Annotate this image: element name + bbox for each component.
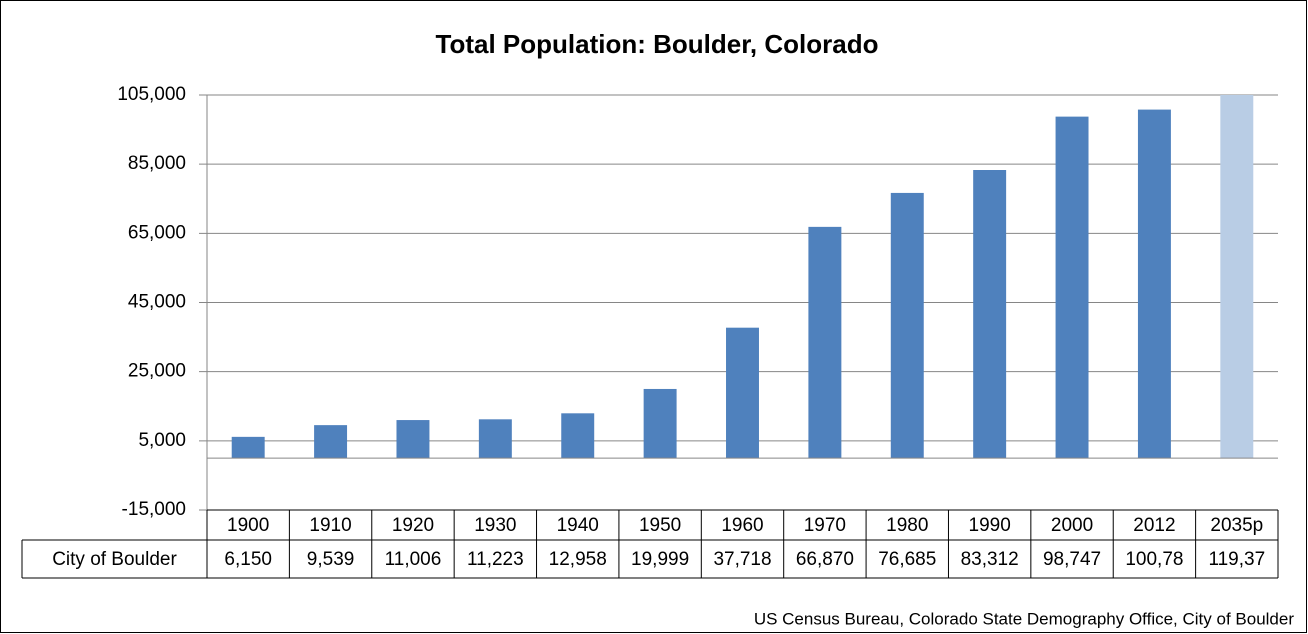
y-tick-label: -15,000 bbox=[122, 499, 186, 520]
table-value: 37,718 bbox=[713, 549, 771, 570]
x-tick-label: 2012 bbox=[1133, 515, 1175, 536]
bar bbox=[1137, 109, 1171, 459]
x-tick-label: 1990 bbox=[969, 515, 1011, 536]
x-tick-label: 1970 bbox=[804, 515, 846, 536]
x-tick-label: 1930 bbox=[474, 515, 516, 536]
table-value: 11,223 bbox=[467, 549, 524, 570]
y-tick-label: 25,000 bbox=[128, 361, 186, 382]
table-value: 76,685 bbox=[878, 549, 936, 570]
table-value: 9,539 bbox=[307, 549, 355, 570]
x-tick-label: 1910 bbox=[309, 515, 351, 536]
bar bbox=[973, 170, 1007, 459]
table-value: 119,37 bbox=[1208, 549, 1265, 570]
table-value: 12,958 bbox=[549, 549, 607, 570]
x-tick-label: 1920 bbox=[392, 515, 434, 536]
bar bbox=[643, 388, 677, 459]
x-tick-label: 2000 bbox=[1051, 515, 1093, 536]
table-value: 66,870 bbox=[796, 549, 854, 570]
table-value: 19,999 bbox=[631, 549, 689, 570]
y-tick-label: 85,000 bbox=[128, 153, 186, 174]
chart-title: Total Population: Boulder, Colorado bbox=[436, 29, 879, 59]
table-value: 6,150 bbox=[224, 549, 272, 570]
bar bbox=[231, 436, 265, 459]
table-value: 83,312 bbox=[961, 549, 1019, 570]
x-tick-label: 1950 bbox=[639, 515, 681, 536]
legend-label: City of Boulder bbox=[52, 549, 177, 570]
bar bbox=[890, 192, 924, 459]
bar bbox=[314, 425, 348, 459]
plot-area bbox=[231, 95, 1254, 459]
table-value: 98,747 bbox=[1043, 549, 1101, 570]
bar bbox=[561, 413, 595, 459]
table-value: 11,006 bbox=[385, 549, 442, 570]
bar bbox=[478, 419, 512, 459]
y-tick-label: 45,000 bbox=[128, 292, 186, 313]
bar bbox=[726, 327, 759, 459]
table-value: 100,78 bbox=[1125, 549, 1183, 570]
source-note: US Census Bureau, Colorado State Demogra… bbox=[754, 609, 1295, 628]
bar bbox=[396, 420, 430, 459]
y-tick-label: 65,000 bbox=[128, 222, 186, 243]
bar bbox=[1220, 95, 1254, 459]
x-tick-label: 1940 bbox=[557, 515, 599, 536]
x-tick-label: 1980 bbox=[886, 515, 928, 536]
x-tick-label: 1900 bbox=[227, 515, 269, 536]
y-tick-label: 5,000 bbox=[138, 430, 186, 451]
bar bbox=[808, 226, 842, 459]
bar bbox=[1055, 116, 1089, 459]
x-tick-label: 2035p bbox=[1210, 515, 1263, 536]
y-tick-label: 105,000 bbox=[117, 84, 186, 105]
x-tick-label: 1960 bbox=[721, 515, 763, 536]
